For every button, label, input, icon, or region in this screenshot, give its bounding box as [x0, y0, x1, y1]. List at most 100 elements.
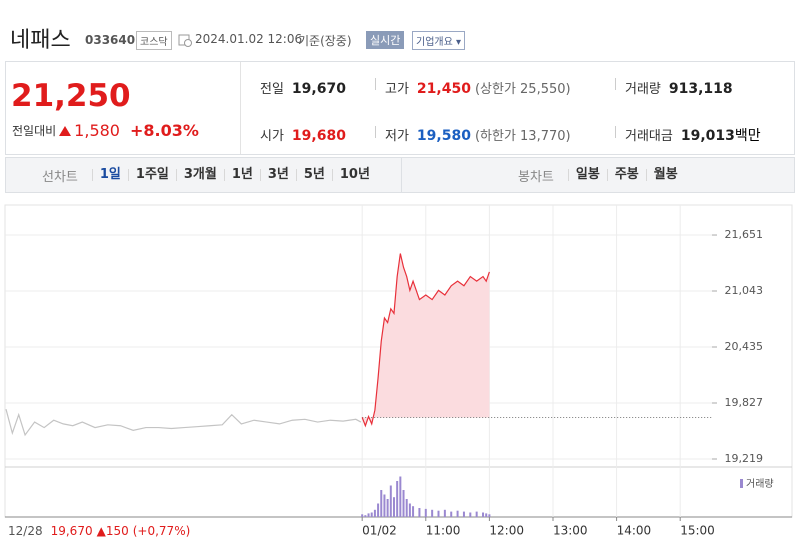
- x-tick-label: 15:00: [680, 524, 715, 538]
- y-tick-label: 21,043: [725, 284, 764, 297]
- volume-bar: [437, 510, 440, 517]
- volume-bar: [431, 509, 434, 517]
- volume-bar: [389, 485, 392, 517]
- stat: 시가 19,680: [260, 125, 346, 144]
- company-info-label: 기업개요: [416, 37, 453, 48]
- divider: [401, 158, 402, 192]
- candle-tabs: 봉차트 일봉 주봉 월봉: [518, 158, 685, 192]
- stat-label: 거래량: [625, 82, 661, 97]
- company-info-button[interactable]: 기업개요 ▾: [412, 31, 466, 50]
- divider: [375, 126, 376, 138]
- tab[interactable]: 1년: [223, 168, 260, 181]
- change-value: 1,580: [74, 121, 120, 140]
- tab-group-label: 봉차트: [518, 169, 554, 185]
- volume-bar: [424, 508, 427, 517]
- stock-name: 네패스: [10, 28, 71, 53]
- x-tick-label: 14:00: [617, 524, 652, 538]
- x-tick-label: 01/02: [362, 524, 397, 538]
- line-tabs: 선차트 1일 1주일 3개월 1년 3년 5년 10년: [42, 158, 377, 192]
- volume-bar: [396, 481, 399, 517]
- volume-bar: [364, 515, 367, 517]
- stat-label: 고가: [385, 82, 409, 97]
- stat: 거래량 913,118: [625, 78, 733, 97]
- divider: [615, 78, 616, 90]
- y-tick-label: 20,435: [725, 340, 764, 353]
- price-line: [361, 253, 490, 428]
- tab[interactable]: 3개월: [175, 168, 224, 181]
- stat-value: 19,680: [291, 128, 346, 144]
- tab[interactable]: 3년: [259, 168, 296, 181]
- volume-bar: [412, 506, 415, 517]
- previous-close-value: 19,670: [51, 524, 93, 538]
- price: 21,250: [11, 78, 131, 114]
- previous-change-percent: (+0,77%): [133, 524, 191, 538]
- divider: [615, 126, 616, 138]
- legend-swatch: [740, 479, 743, 488]
- tab[interactable]: 10년: [331, 168, 377, 181]
- stat: 저가 19,580 (하한가 13,770): [385, 125, 571, 144]
- volume-bar: [405, 499, 408, 517]
- stat-note: (상한가 25,550): [474, 82, 571, 97]
- change-row: 전일대비 1,580 +8.03%: [12, 121, 199, 140]
- volume-bar: [456, 510, 459, 517]
- tab[interactable]: 5년: [295, 168, 332, 181]
- tab[interactable]: 일봉: [567, 168, 607, 181]
- stat-unit: 백만: [734, 128, 761, 144]
- quote-box: [5, 61, 795, 155]
- volume-bar: [399, 476, 402, 517]
- stat-value: 19,013: [680, 128, 735, 144]
- volume-bar: [392, 497, 395, 517]
- volume-bar: [450, 511, 453, 517]
- volume-bar: [370, 512, 373, 517]
- stat-value: 21,450: [416, 81, 471, 97]
- volume-bar: [380, 490, 383, 517]
- change-label: 전일대비: [12, 124, 57, 138]
- volume-bar: [469, 512, 472, 517]
- volume-bar: [443, 509, 446, 517]
- chart-tabs: 선차트 1일 1주일 3개월 1년 3년 5년 10년 봉차트 일봉 주봉 월봉: [5, 157, 795, 193]
- previous-date: 12/28: [8, 524, 43, 538]
- price-line: [5, 409, 362, 437]
- divider: [375, 78, 376, 90]
- stat-value: 913,118: [668, 81, 733, 97]
- realtime-button[interactable]: 실시간: [366, 31, 405, 49]
- tab[interactable]: 주봉: [606, 168, 646, 181]
- tab-group-label: 선차트: [42, 169, 78, 185]
- x-tick-label: 12:00: [489, 524, 524, 538]
- tab[interactable]: 1일: [91, 168, 128, 181]
- basis: 기준(장중): [298, 34, 352, 48]
- tab[interactable]: 1주일: [127, 168, 176, 181]
- y-tick-label: 19,219: [725, 452, 764, 465]
- change-percent: +8.03%: [129, 121, 199, 140]
- area: [362, 253, 490, 426]
- legend-label: 거래량: [746, 478, 774, 490]
- tab[interactable]: 월봉: [645, 168, 685, 181]
- volume-bar: [408, 503, 411, 517]
- divider: [240, 62, 241, 154]
- y-tick-label: 19,827: [725, 396, 764, 409]
- stat-label: 시가: [260, 129, 284, 144]
- y-tick-label: 21,651: [725, 228, 764, 241]
- x-tick-label: 13:00: [553, 524, 588, 538]
- stock-code: 033640: [85, 33, 136, 47]
- volume-bar: [373, 509, 376, 517]
- stat-value: 19,670: [291, 81, 346, 97]
- datetime: 2024.01.02 12:06: [195, 32, 303, 46]
- stat: 거래대금 19,013 백만: [625, 125, 761, 145]
- stat-label: 저가: [385, 129, 409, 144]
- stat-label: 거래대금: [625, 129, 673, 144]
- stat-note: (하한가 13,770): [474, 129, 571, 144]
- volume-bar: [418, 508, 421, 517]
- volume-bar: [482, 512, 485, 517]
- volume-bar: [485, 513, 488, 517]
- market-badge: 코스닥: [136, 31, 172, 50]
- volume-bar: [367, 513, 370, 517]
- volume-bar: [462, 511, 465, 517]
- stat: 고가 21,450 (상한가 25,550): [385, 78, 571, 97]
- volume-bar: [361, 514, 364, 517]
- up-triangle: [59, 125, 72, 136]
- volume-bar: [488, 514, 491, 517]
- clock-icon: [178, 34, 192, 47]
